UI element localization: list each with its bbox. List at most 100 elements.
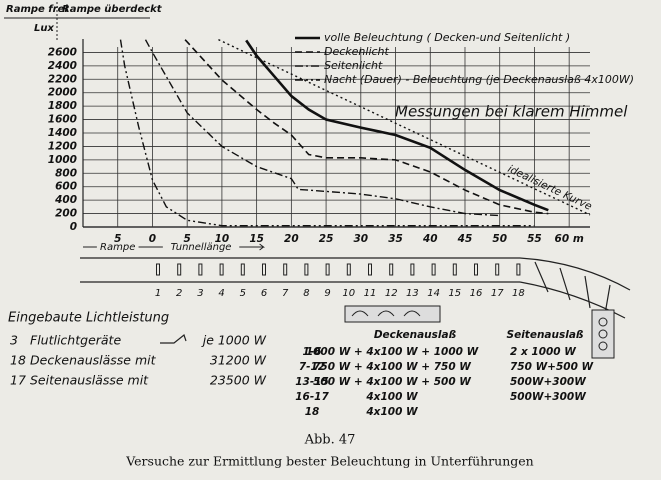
outlet xyxy=(389,263,394,276)
x-tick-label: 30 xyxy=(353,233,368,245)
annotation: Messungen bei klarem Himmel xyxy=(395,103,628,121)
outlet-number: 12 xyxy=(385,288,398,299)
legend-label: Seitenlicht xyxy=(324,59,383,72)
cell: Seitenauslässe mit xyxy=(30,373,149,388)
x-axis-label: Rampe xyxy=(100,242,135,253)
cell: 4x100 W xyxy=(365,391,418,403)
outlet xyxy=(240,263,245,276)
outlet-number: 15 xyxy=(448,288,461,299)
outlet xyxy=(452,263,457,276)
y-tick-label: 1600 xyxy=(48,114,77,126)
outlet-number: 2 xyxy=(176,288,182,299)
x-tick-label: 5 xyxy=(114,233,121,245)
outlet-number: 1 xyxy=(155,288,161,299)
outlet-number: 14 xyxy=(427,288,440,299)
cell: 3 xyxy=(10,333,18,348)
x-tick-label: 0 xyxy=(149,233,156,245)
cell: 18 xyxy=(305,406,320,418)
outlet xyxy=(304,263,309,276)
outlet xyxy=(177,263,182,276)
y-tick-label: 2400 xyxy=(48,60,77,72)
cell: 500 W + 4x100 W + 500 W xyxy=(313,376,471,388)
outlet xyxy=(156,263,160,276)
outlet xyxy=(219,263,224,276)
outlet xyxy=(262,263,266,276)
outlet-number: 5 xyxy=(240,288,246,299)
x-tick-label: 50 xyxy=(492,233,507,245)
x-tick-label: 20 xyxy=(284,233,299,245)
y-tick-label: 2600 xyxy=(48,46,77,58)
y-tick-label: 0 xyxy=(70,221,77,233)
outlet xyxy=(346,263,351,276)
outlet-number: 3 xyxy=(197,288,203,299)
cell: 13-15 xyxy=(295,376,329,388)
header-label: Rampe überdeckt xyxy=(62,4,163,15)
x-axis-label: Tunnellänge xyxy=(171,242,232,253)
cell: 4x100 W xyxy=(365,406,418,418)
y-tick-label: 2000 xyxy=(48,87,77,99)
caption: Versuche zur Ermittlung bester Beleuchtu… xyxy=(125,454,533,469)
outlet-number: 8 xyxy=(303,288,309,299)
y-tick-label: 400 xyxy=(54,194,77,206)
cell: 31200 W xyxy=(210,353,267,368)
outlet-number: 4 xyxy=(218,288,224,299)
outlet-number: 16 xyxy=(470,288,483,299)
series-line xyxy=(245,39,549,212)
cell: 750 W + 4x100 W + 750 W xyxy=(313,361,471,373)
x-tick-label: 10 xyxy=(215,233,230,245)
outlet-number: 10 xyxy=(342,288,355,299)
outlet xyxy=(325,263,330,276)
table-title: Seitenauslaß xyxy=(507,329,584,341)
y-axis-label: Lux xyxy=(34,23,54,34)
outlet-number: 13 xyxy=(406,288,419,299)
cell: 16-17 xyxy=(295,391,329,403)
outlet xyxy=(495,263,500,276)
y-tick-label: 800 xyxy=(55,167,77,179)
arrow xyxy=(83,243,266,251)
cell: 23500 W xyxy=(210,373,267,388)
table-title: Eingebaute Lichtleistung xyxy=(8,311,169,326)
cell: 2 x 1000 W xyxy=(510,346,576,358)
cell: 500W+300W xyxy=(510,376,586,388)
y-tick-label: 1800 xyxy=(48,100,77,112)
table-title: Deckenauslaß xyxy=(374,329,456,341)
outlet-number: 9 xyxy=(324,288,330,299)
series-line xyxy=(119,39,535,227)
cell: 17 xyxy=(10,373,26,388)
legend-label: Nacht (Dauer) - Beleuchtung (je Deckenau… xyxy=(324,73,634,86)
cross-section xyxy=(344,305,615,359)
cell: je 1000 W xyxy=(201,333,267,348)
x-tick-label: 55 xyxy=(527,233,542,245)
cell: 18 xyxy=(10,353,26,368)
legend-label: Deckenlicht xyxy=(324,45,390,58)
y-tick-label: 1400 xyxy=(48,127,77,139)
series-line xyxy=(218,39,591,216)
y-tick-label: 600 xyxy=(55,181,77,193)
x-tick-label: 60 m xyxy=(555,233,584,245)
outlet-number: 6 xyxy=(261,288,267,299)
x-tick-label: 15 xyxy=(249,233,264,245)
y-tick-label: 1000 xyxy=(48,154,77,166)
x-tick-label: 40 xyxy=(422,233,438,245)
header-label: Rampe frei xyxy=(6,4,68,15)
x-tick-label: 45 xyxy=(457,233,473,245)
cell: 1-6 xyxy=(303,346,322,358)
tunnel-sketch xyxy=(80,257,631,319)
cell: 7-12 xyxy=(299,361,325,373)
flood-symbol xyxy=(160,333,187,344)
outlet-number: 7 xyxy=(282,288,289,299)
outlet xyxy=(431,263,436,276)
outlet-number: 17 xyxy=(491,288,504,299)
caption-label: Abb. 47 xyxy=(304,433,356,448)
y-tick-label: 1200 xyxy=(48,140,77,152)
series-line xyxy=(184,39,549,215)
outlet-number: 11 xyxy=(364,288,377,299)
outlet xyxy=(410,263,415,276)
outlet xyxy=(368,263,372,276)
y-tick-label: 200 xyxy=(55,208,77,220)
legend-label: volle Beleuchtung ( Decken-und Seitenlic… xyxy=(324,31,570,44)
cell: Deckenauslässe mit xyxy=(30,353,157,368)
cell: 750 W+500 W xyxy=(510,361,594,373)
outlet xyxy=(198,263,203,276)
